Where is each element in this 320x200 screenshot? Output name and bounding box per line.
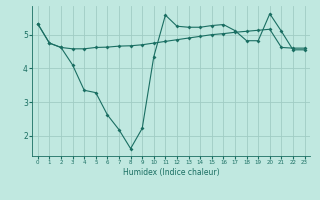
X-axis label: Humidex (Indice chaleur): Humidex (Indice chaleur) <box>123 168 220 177</box>
